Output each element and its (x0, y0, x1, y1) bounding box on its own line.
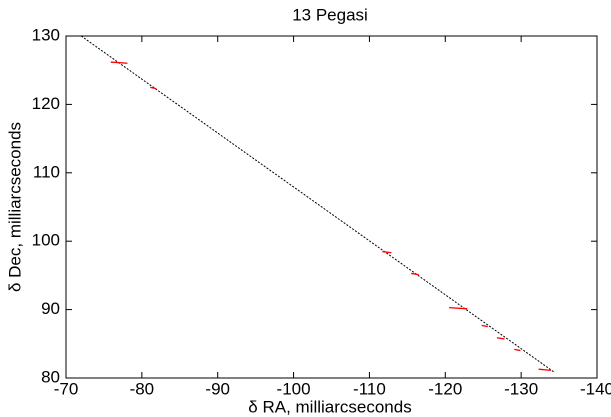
x-tick-label: -80 (130, 379, 155, 398)
error-bar (481, 324, 488, 328)
x-tick-label: -110 (353, 379, 386, 398)
error-bar (496, 337, 505, 340)
x-tick-label: -100 (277, 379, 311, 398)
fit-line (80, 35, 555, 373)
x-tick-label: -70 (54, 379, 79, 398)
error-bar (538, 368, 551, 372)
y-axis-label: δ Dec, milliarcseconds (5, 122, 24, 292)
y-tick-label: 120 (32, 94, 60, 113)
error-bar (449, 306, 468, 310)
error-bar (514, 348, 521, 352)
x-tick-label: -140 (580, 379, 611, 398)
y-tick-label: 110 (33, 162, 60, 181)
x-tick-label: -130 (504, 379, 538, 398)
x-tick-label: -90 (205, 379, 230, 398)
plot-frame (65, 35, 598, 379)
error-bar (110, 61, 128, 64)
error-bar (150, 86, 157, 90)
error-bar (411, 272, 419, 276)
y-tick-label: 100 (32, 231, 60, 250)
chart-title: 13 Pegasi (292, 5, 368, 24)
y-tick-label: 130 (32, 25, 60, 44)
x-tick-label: -120 (428, 379, 462, 398)
x-axis-label: δ RA, milliarcseconds (248, 397, 411, 416)
y-tick-label: 90 (41, 299, 60, 318)
y-tick-label: 80 (41, 367, 60, 386)
error-bar (382, 250, 392, 254)
